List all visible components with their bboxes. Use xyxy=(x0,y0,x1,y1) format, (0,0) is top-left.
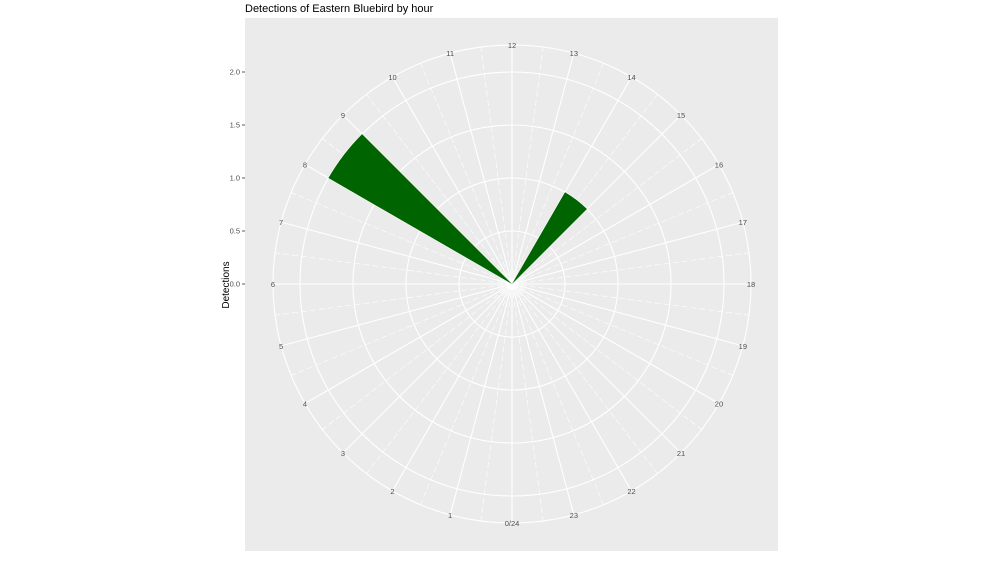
major-spoke xyxy=(342,283,513,454)
theta-label: 14 xyxy=(627,73,635,82)
minor-spoke xyxy=(511,47,544,285)
theta-label: 17 xyxy=(739,218,747,227)
theta-label: 2 xyxy=(390,487,394,496)
major-spoke xyxy=(449,283,513,515)
theta-label: 6 xyxy=(271,280,275,289)
chart-title: Detections of Eastern Bluebird by hour xyxy=(245,3,434,15)
theta-label: 12 xyxy=(508,41,516,50)
theta-label: 7 xyxy=(279,218,283,227)
major-spoke xyxy=(392,76,513,285)
minor-spoke xyxy=(480,283,513,521)
major-spoke xyxy=(281,283,513,347)
theta-label: 23 xyxy=(570,511,578,520)
minor-spoke xyxy=(322,283,513,430)
theta-label: 5 xyxy=(279,342,283,351)
y-tick-label: 1.5 xyxy=(230,121,240,130)
bars xyxy=(328,134,587,284)
theta-labels: 0/24123456789101112131415161718192021222… xyxy=(271,41,755,528)
major-spoke xyxy=(511,283,575,515)
theta-label: 10 xyxy=(388,73,396,82)
theta-label: 8 xyxy=(303,161,307,170)
major-spoke xyxy=(449,53,513,285)
minor-spoke xyxy=(291,192,513,285)
y-tick-label: 2.0 xyxy=(230,68,240,77)
major-spoke xyxy=(511,283,743,347)
major-spoke xyxy=(281,221,513,285)
y-tick-label: 0.5 xyxy=(230,227,240,236)
minor-spoke xyxy=(275,252,513,285)
theta-label: 1 xyxy=(448,511,452,520)
theta-label: 3 xyxy=(341,449,345,458)
minor-spoke xyxy=(291,283,513,376)
theta-label: 4 xyxy=(303,400,307,409)
minor-spoke xyxy=(366,94,513,285)
theta-label: 0/24 xyxy=(505,519,520,528)
minor-spoke xyxy=(275,283,513,316)
bar-hour-14 xyxy=(512,192,587,284)
major-spoke xyxy=(304,164,513,285)
major-spoke xyxy=(511,283,682,454)
minor-spoke xyxy=(420,63,513,285)
minor-spoke xyxy=(511,283,749,316)
major-spoke xyxy=(511,164,720,285)
major-spoke xyxy=(511,221,743,285)
bar-hour-8 xyxy=(328,134,512,284)
major-spoke xyxy=(511,283,720,404)
minor-spoke xyxy=(511,283,658,474)
theta-label: 22 xyxy=(627,487,635,496)
minor-spoke xyxy=(511,192,733,285)
theta-label: 21 xyxy=(677,449,685,458)
theta-label: 16 xyxy=(715,161,723,170)
minor-spoke xyxy=(511,252,749,285)
y-axis: 0.0 0.5 1.0 1.5 2.0 xyxy=(230,68,245,289)
major-spoke xyxy=(511,53,575,285)
minor-spoke xyxy=(511,283,733,376)
major-spoke xyxy=(304,283,513,404)
theta-label: 19 xyxy=(739,342,747,351)
y-axis-label: Detections xyxy=(221,261,232,308)
minor-spoke xyxy=(511,63,604,285)
major-spoke xyxy=(511,283,632,492)
minor-spoke xyxy=(511,283,702,430)
y-tick-label: 1.0 xyxy=(230,174,240,183)
minor-spoke xyxy=(420,283,513,505)
theta-label: 11 xyxy=(446,49,454,58)
y-tick-label: 0.0 xyxy=(230,280,240,289)
theta-label: 13 xyxy=(570,49,578,58)
major-spoke xyxy=(511,114,682,285)
minor-spoke xyxy=(511,138,702,285)
minor-spoke xyxy=(511,283,544,521)
theta-label: 20 xyxy=(715,400,723,409)
major-spoke xyxy=(392,283,513,492)
minor-spoke xyxy=(480,47,513,285)
minor-spoke xyxy=(366,283,513,474)
theta-label: 18 xyxy=(747,280,755,289)
theta-label: 9 xyxy=(341,111,345,120)
minor-spoke xyxy=(511,283,604,505)
theta-label: 15 xyxy=(677,111,685,120)
